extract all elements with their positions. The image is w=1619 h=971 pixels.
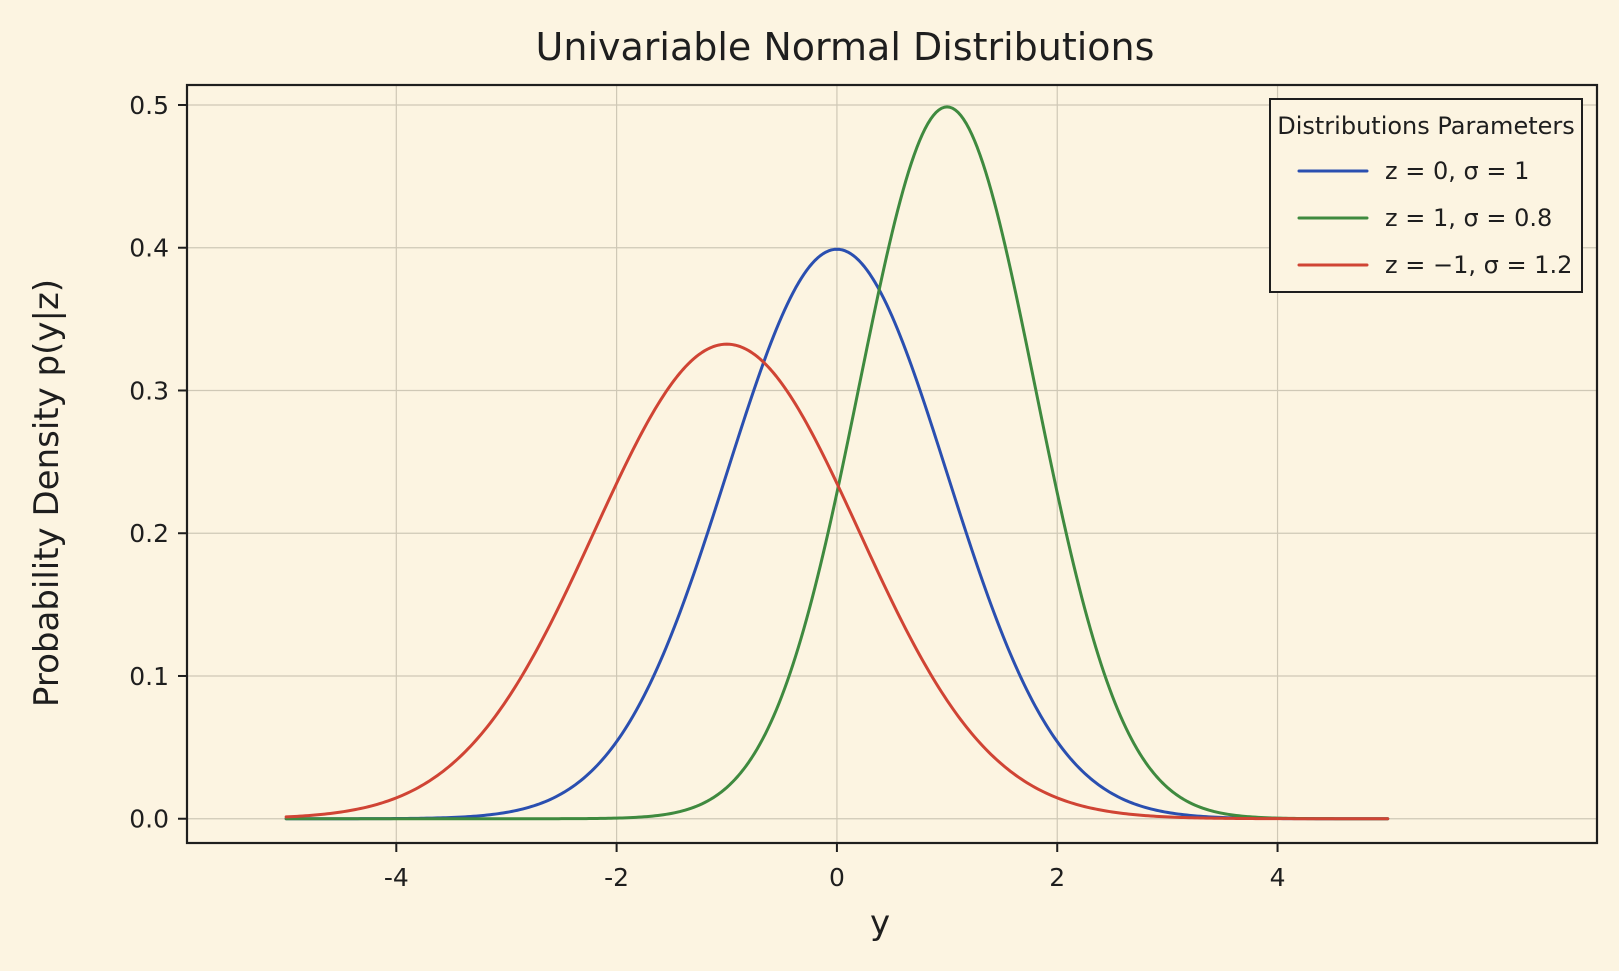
chart-title: Univariable Normal Distributions: [536, 25, 1155, 69]
legend-title: Distributions Parameters: [1277, 112, 1575, 140]
y-axis-label: Probability Density p(y|z): [27, 279, 67, 707]
y-tick-label: 0.2: [129, 519, 169, 548]
y-tick-label: 0.0: [129, 805, 169, 834]
legend-entry-2: z = 1, σ = 0.8: [1385, 204, 1552, 232]
series-line-3: [284, 342, 1390, 821]
legend-box: [1269, 98, 1583, 293]
y-tick-label: 0.4: [129, 234, 169, 263]
legend-entry-3: z = −1, σ = 1.2: [1385, 251, 1572, 279]
curves: [284, 105, 1390, 821]
x-tick-label: 0: [829, 863, 845, 892]
series-line-2: [284, 105, 1390, 821]
legend-entry-1: z = 0, σ = 1: [1385, 157, 1529, 185]
y-tick-label: 0.1: [129, 662, 169, 691]
plot-frame: [185, 83, 1599, 845]
axis-ticks: -4 -2 0 2 4 0.0 0.1 0.2 0.3 0.4 0.5: [129, 91, 1285, 892]
x-axis-label: y: [870, 903, 890, 943]
series-line-1: [284, 247, 1390, 821]
y-tick-label: 0.5: [129, 91, 169, 120]
legend: Distributions Parameters z = 0, σ = 1 z =…: [1269, 98, 1583, 293]
x-tick-label: -2: [604, 863, 629, 892]
x-tick-label: -4: [384, 863, 409, 892]
x-tick-label: 2: [1049, 863, 1065, 892]
x-tick-label: 4: [1270, 863, 1286, 892]
y-tick-label: 0.3: [129, 376, 169, 405]
